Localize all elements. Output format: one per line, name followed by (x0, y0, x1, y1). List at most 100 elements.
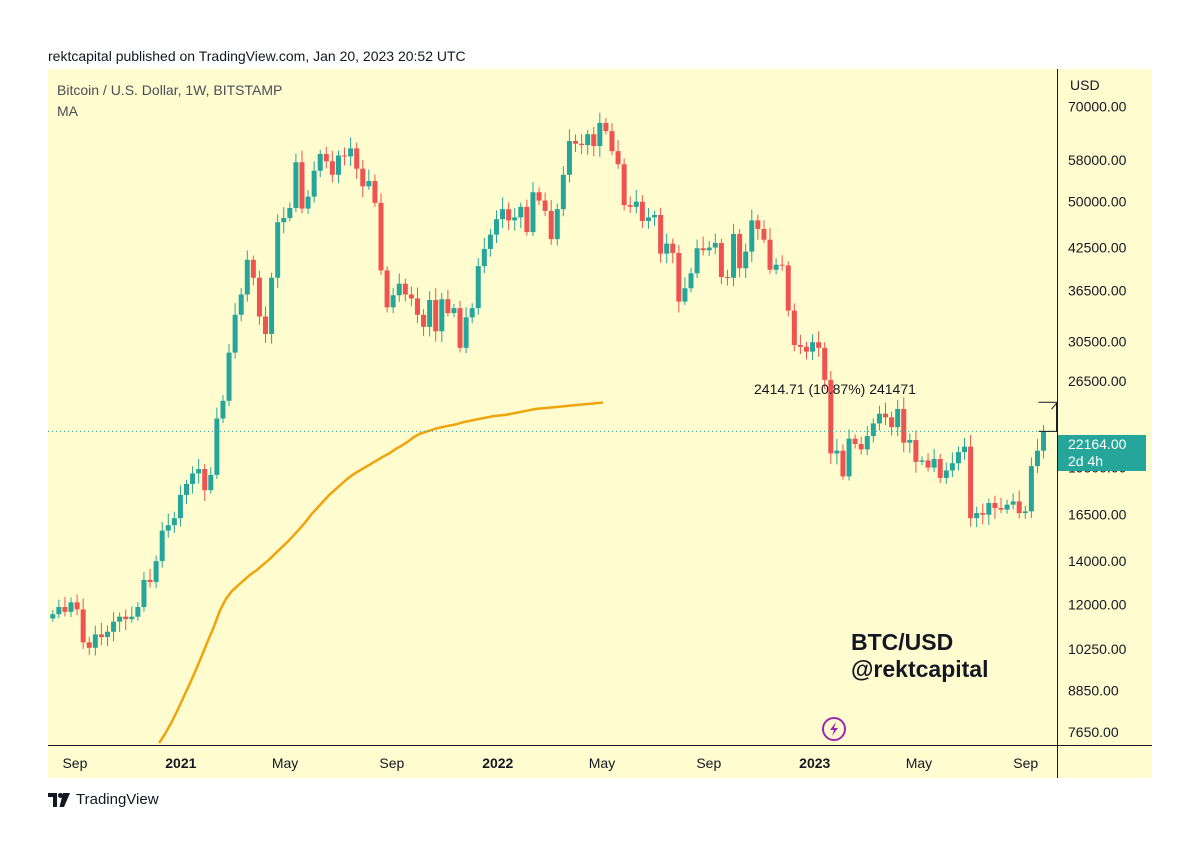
candle (627, 196, 633, 213)
candle (791, 303, 797, 352)
candle (591, 126, 597, 157)
candle (585, 130, 591, 155)
candle (870, 418, 876, 443)
x-tick-label: May (906, 755, 932, 771)
candle (761, 220, 767, 244)
candle (645, 207, 651, 229)
candle (573, 134, 579, 153)
candle (840, 444, 846, 480)
candle (895, 400, 901, 437)
candle (694, 239, 700, 278)
candle (232, 303, 238, 359)
chart-pane[interactable]: USD 70000.00 58000.00 50000.00 42500.00 3650… (48, 69, 1152, 778)
candle (919, 456, 925, 466)
candle (998, 497, 1004, 514)
candle (141, 571, 147, 612)
candle (980, 503, 986, 525)
candle (226, 343, 232, 407)
candle (560, 166, 566, 217)
candle (439, 292, 445, 343)
y-axis-title: USD (1070, 77, 1100, 93)
candle (883, 402, 889, 426)
candle (506, 202, 512, 231)
candle (652, 210, 658, 226)
candle (62, 596, 68, 617)
candle (220, 395, 226, 424)
candle (481, 237, 487, 274)
candle (98, 622, 104, 646)
indicator-label-ma[interactable]: MA (57, 103, 78, 119)
price-axis-background[interactable] (1058, 69, 1152, 778)
candle (68, 597, 74, 618)
candle (518, 202, 524, 229)
candle (153, 555, 159, 588)
candle (658, 207, 664, 263)
candle (80, 598, 86, 649)
candle (834, 439, 840, 465)
x-tick-label: Sep (696, 755, 721, 771)
candle (469, 303, 475, 324)
candle (329, 151, 335, 183)
candle (846, 429, 852, 481)
y-tick-label: 42500.00 (1068, 240, 1127, 256)
x-tick-label: Sep (1013, 755, 1038, 771)
lightning-bolt-icon[interactable] (822, 717, 846, 741)
candle (816, 331, 822, 357)
candle (676, 244, 682, 313)
y-tick-label: 30500.00 (1068, 333, 1127, 349)
candle (111, 612, 117, 642)
candle (250, 255, 256, 286)
candle (342, 147, 348, 166)
candle (609, 123, 615, 156)
candle (384, 266, 390, 313)
candle (664, 233, 670, 264)
candle (822, 342, 828, 390)
candle (414, 287, 420, 324)
candle (238, 287, 244, 322)
candle (287, 202, 293, 222)
candle (542, 192, 548, 217)
candle (299, 150, 305, 214)
candle (366, 169, 372, 190)
candles (50, 112, 1047, 656)
candle (512, 207, 518, 231)
chart-canvas[interactable]: USD 70000.00 58000.00 50000.00 42500.00 3650… (48, 69, 1152, 778)
candle (889, 411, 895, 436)
candle (803, 341, 809, 360)
tradingview-logo[interactable]: TradingView (48, 791, 159, 808)
candle (852, 434, 858, 449)
candle (712, 233, 718, 255)
candle (396, 273, 402, 302)
x-tick-label: Sep (62, 755, 87, 771)
candle (566, 129, 572, 183)
candle (968, 434, 974, 527)
candle (390, 288, 396, 314)
candle (50, 610, 56, 622)
candle (159, 521, 165, 568)
candle (190, 466, 196, 494)
candle (129, 606, 135, 623)
x-tick-label: May (272, 755, 298, 771)
candle (74, 594, 80, 616)
candle (104, 625, 110, 647)
candle (311, 161, 317, 203)
candle (256, 270, 262, 325)
x-tick-label: 2022 (482, 755, 513, 771)
candle (955, 446, 961, 471)
candle (500, 197, 506, 229)
y-tick-label: 26500.00 (1068, 373, 1127, 389)
candle (451, 303, 457, 318)
candle (86, 636, 92, 655)
x-axis-ticks[interactable]: Sep 2021 May Sep 2022 May Sep 2023 May Sep (62, 755, 1038, 771)
candle (1004, 499, 1010, 514)
y-axis-ticks: 70000.00 58000.00 50000.00 42500.00 36500.00… (1068, 99, 1127, 740)
candle (1016, 490, 1022, 519)
candle (408, 286, 414, 307)
candle (530, 182, 536, 237)
candle (797, 334, 803, 355)
candle (524, 199, 530, 236)
ma-line (158, 401, 604, 744)
candle (639, 195, 645, 229)
candle (986, 498, 992, 526)
watermark-line-handle: @rektcapital (851, 656, 989, 682)
